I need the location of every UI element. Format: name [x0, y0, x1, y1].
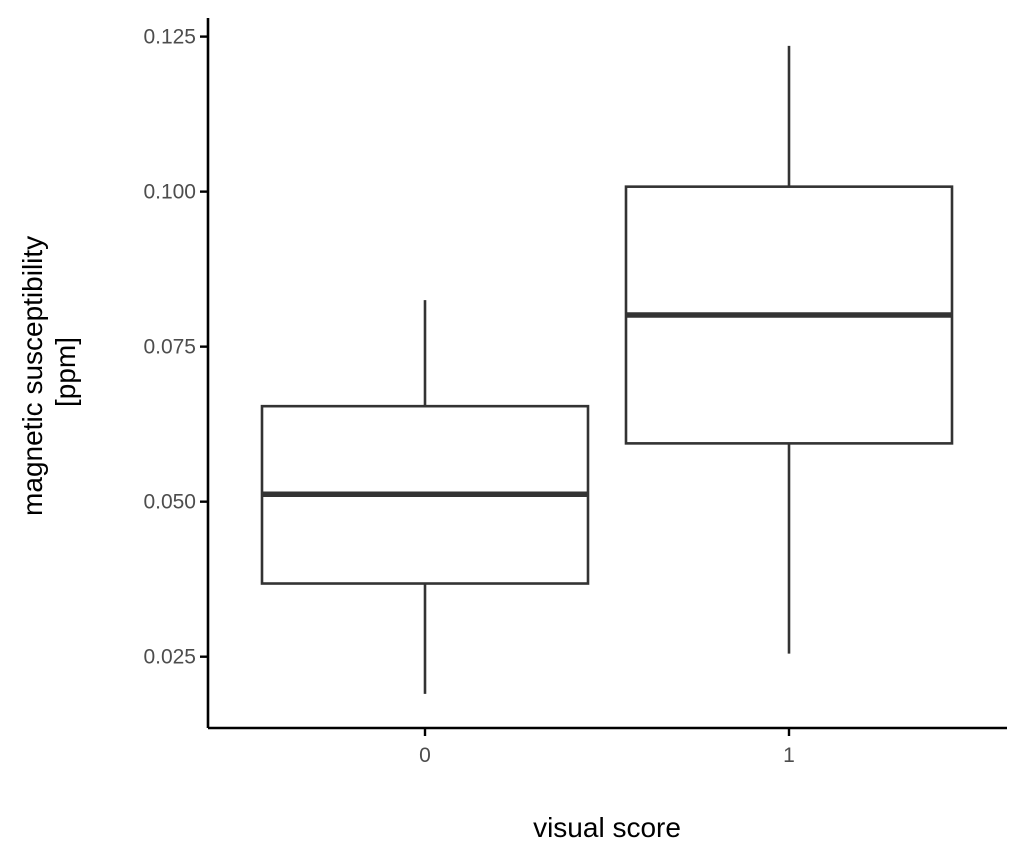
y-axis-title: magnetic susceptibility [ppm] — [17, 228, 81, 516]
y-axis-title-line-1: magnetic susceptibility — [17, 236, 48, 516]
x-tick-label: 1 — [783, 744, 795, 767]
boxes-layer — [260, 45, 954, 694]
axes-layer — [206, 18, 1007, 730]
box-group-0 — [260, 300, 590, 694]
x-axis-title: visual score — [533, 812, 681, 843]
y-tick-label: 0.125 — [143, 26, 196, 49]
y-tick-label: 0.100 — [143, 181, 196, 204]
y-ticks: 0.025 0.050 0.075 0.100 0.125 — [143, 26, 208, 669]
y-tick-label: 0.075 — [143, 336, 196, 359]
y-tick-label: 0.050 — [143, 491, 196, 514]
box-group-1 — [624, 45, 954, 654]
x-tick-label: 0 — [419, 744, 431, 767]
y-axis-title-line-2: [ppm] — [50, 337, 81, 407]
y-tick-label: 0.025 — [143, 646, 196, 669]
